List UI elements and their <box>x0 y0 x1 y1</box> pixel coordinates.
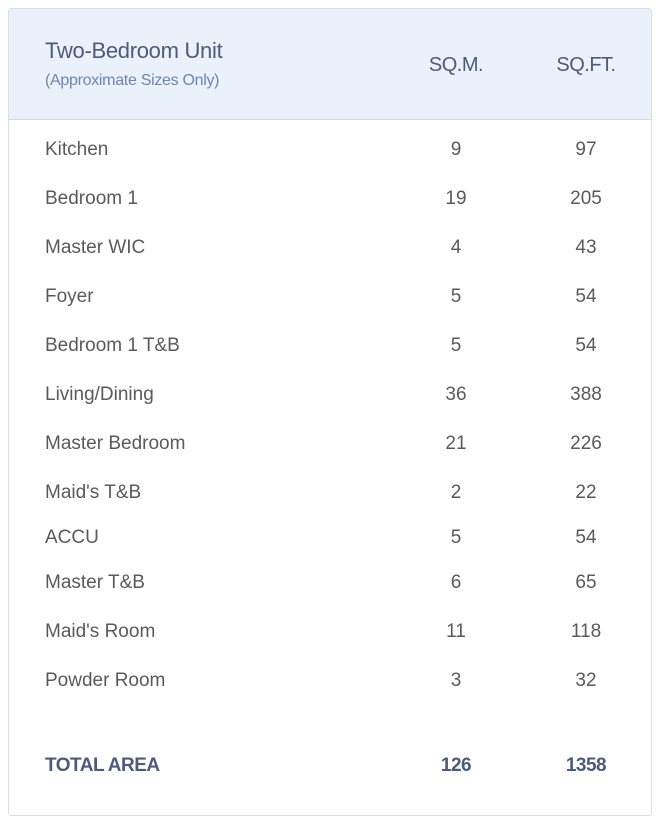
table-row: Kitchen 9 97 <box>9 125 651 174</box>
room-name: Master WIC <box>45 236 146 258</box>
total-label: TOTAL AREA <box>45 754 160 776</box>
sqm-value: 21 <box>445 432 467 454</box>
sqft-value: 22 <box>575 481 597 503</box>
column-header-sqm: SQ.M. <box>428 54 484 76</box>
sqft-value: 54 <box>575 285 597 307</box>
room-name: ACCU <box>45 526 99 548</box>
table-row: Bedroom 1 T&B 5 54 <box>9 321 651 370</box>
sqm-value: 4 <box>450 236 462 258</box>
sqm-value: 11 <box>446 620 466 642</box>
unit-size-table: Two-Bedroom Unit (Approximate Sizes Only… <box>8 8 652 816</box>
sqm-value: 5 <box>450 526 462 548</box>
table-row: Foyer 5 54 <box>9 272 651 321</box>
room-name: Living/Dining <box>45 383 154 405</box>
sqft-value: 118 <box>570 620 602 642</box>
room-name: Master Bedroom <box>45 432 186 454</box>
total-row: TOTAL AREA 126 1358 <box>9 741 651 790</box>
table-row: Living/Dining 36 388 <box>9 370 651 419</box>
sqm-value: 19 <box>445 187 467 209</box>
room-name: Kitchen <box>45 138 109 160</box>
table-title: Two-Bedroom Unit <box>45 38 223 63</box>
column-header-sqft: SQ.FT. <box>556 54 616 76</box>
room-name: Bedroom 1 T&B <box>45 334 180 356</box>
table-row: Powder Room 3 32 <box>9 656 651 705</box>
sqft-value: 97 <box>575 138 597 160</box>
total-sqm: 126 <box>440 754 472 776</box>
table-row: Bedroom 1 19 205 <box>9 174 651 223</box>
sqft-value: 388 <box>570 383 602 405</box>
table-row: Maid's T&B 2 22 <box>9 468 651 517</box>
sqm-value: 3 <box>450 669 462 691</box>
table-body: Kitchen 9 97 Bedroom 1 19 205 Master WIC 4 43 Foy… <box>9 125 651 790</box>
table-header: Two-Bedroom Unit (Approximate Sizes Only… <box>9 9 651 120</box>
table-row: Master Bedroom 21 226 <box>9 419 651 468</box>
sqft-value: 226 <box>570 432 602 454</box>
sqm-value: 2 <box>450 481 462 503</box>
room-name: Maid's T&B <box>45 481 142 503</box>
room-name: Foyer <box>45 285 94 307</box>
sqft-value: 43 <box>575 236 597 258</box>
sqft-value: 32 <box>575 669 597 691</box>
table-row: Maid's Room 11 118 <box>9 607 651 656</box>
table-row: ACCU 5 54 <box>9 517 651 558</box>
table-subtitle: (Approximate Sizes Only) <box>45 72 220 89</box>
sqm-value: 9 <box>450 138 462 160</box>
room-name: Maid's Room <box>45 620 156 642</box>
room-name: Powder Room <box>45 669 166 691</box>
table-row: Master T&B 6 65 <box>9 558 651 607</box>
sqft-value: 205 <box>570 187 602 209</box>
room-name: Bedroom 1 <box>45 187 138 209</box>
total-sqft: 1358 <box>565 754 607 776</box>
room-name: Master T&B <box>45 571 145 593</box>
sqm-value: 36 <box>445 383 467 405</box>
sqft-value: 54 <box>575 334 597 356</box>
sqft-value: 65 <box>575 571 597 593</box>
sqm-value: 5 <box>450 285 462 307</box>
sqft-value: 54 <box>575 526 597 548</box>
sqm-value: 5 <box>450 334 462 356</box>
sqm-value: 6 <box>450 571 462 593</box>
table-row: Master WIC 4 43 <box>9 223 651 272</box>
